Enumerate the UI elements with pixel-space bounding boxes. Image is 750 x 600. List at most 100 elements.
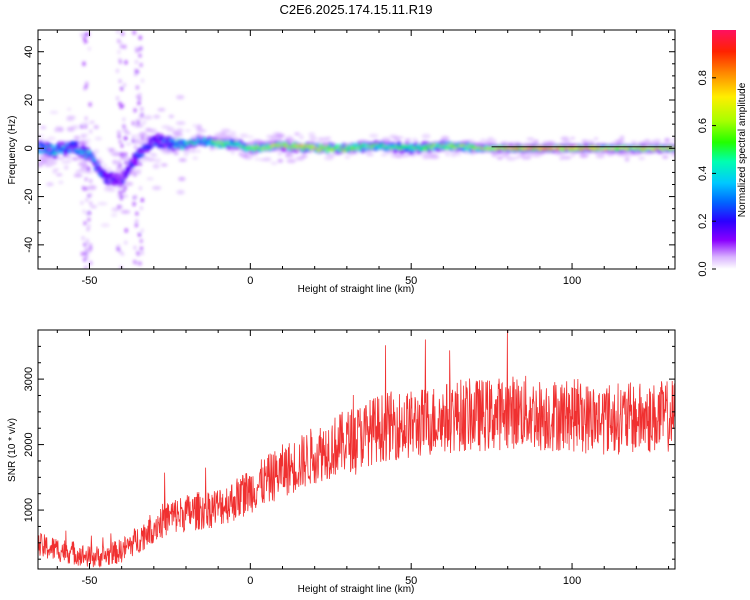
spectrogram-noise-streak [137, 170, 141, 175]
spectrogram-noise-streak [84, 177, 88, 182]
spectrogram-noise-streak [119, 205, 123, 210]
spectrogram-y-label: Frequency (Hz) [7, 116, 18, 185]
spectrogram-noise-streak [81, 236, 85, 241]
spectrogram-halo-blob [176, 190, 185, 195]
spectrogram-panel: -50 0 50 100 -40 -20 0 20 40 Height of straight… [7, 29, 676, 295]
spectrogram-noise-streak [118, 139, 122, 144]
spectrogram-x-tick-label: 50 [405, 275, 417, 287]
spectrogram-halo-blob [501, 154, 510, 158]
spectrogram-halo-blob [411, 137, 418, 142]
spectrogram-halo-blob [75, 170, 81, 173]
snr-frame [37, 329, 676, 570]
spectrogram-noise-streak [134, 59, 138, 64]
spectrogram-noise-streak [84, 133, 88, 138]
spectrogram-noise-streak [138, 186, 142, 191]
spectrogram-halo-blob [55, 173, 63, 176]
spectrogram-ridge-blob [95, 163, 101, 166]
spectrogram-y-tick-label: 40 [23, 46, 35, 58]
spectrogram-halo-blob [270, 161, 278, 165]
spectrogram-noise-streak [124, 160, 128, 165]
spectrogram-noise-streak [84, 124, 88, 129]
spectrogram-halo-blob [561, 155, 572, 160]
spectrogram-noise-streak [123, 44, 127, 49]
spectrogram-noise-streak [124, 240, 128, 245]
spectrogram-halo-blob [220, 128, 231, 134]
spectrogram-noise-streak [117, 244, 121, 249]
spectrogram-halo-blob [327, 153, 336, 158]
figure-title: C2E6.2025.174.15.11.R19 [280, 2, 433, 17]
spectrogram-noise-streak [135, 85, 139, 90]
spectrogram-noise-streak [122, 128, 126, 133]
spectrogram-noise-streak [139, 206, 143, 211]
spectrogram-y-ticks: -40 -20 0 20 40 [23, 39, 675, 270]
spectrogram-halo-blob [562, 140, 572, 144]
spectrogram-halo-blob [125, 142, 132, 146]
spectrogram-halo-blob [445, 153, 451, 157]
spectrogram-halo-blob [389, 134, 397, 139]
spectrogram-halo-blob [71, 157, 79, 161]
spectrogram-halo-blob [66, 159, 73, 163]
spectrogram-halo-blob [624, 157, 630, 162]
spectrogram-noise-streak [134, 223, 138, 228]
spectrogram-noise-streak [124, 152, 128, 157]
spectrogram-noise-streak [86, 255, 90, 260]
spectrogram-noise-streak [122, 124, 126, 129]
spectrogram-noise-streak [79, 124, 83, 129]
spectrogram-halo-blob [515, 155, 520, 159]
spectrogram-halo-blob [506, 156, 517, 161]
spectrogram-noise-streak [118, 101, 122, 106]
spectrogram-halo-blob [82, 139, 92, 142]
spectrogram-noise-streak [140, 228, 144, 233]
spectrogram-noise-streak [118, 79, 122, 84]
spectrogram-halo-blob [525, 152, 534, 157]
spectrogram-halo-blob [554, 152, 561, 156]
spectrogram-noise-streak [134, 194, 138, 199]
spectrogram-halo-blob [479, 138, 486, 143]
spectrogram-noise-streak [117, 205, 121, 210]
spectrogram-halo-blob [404, 138, 411, 141]
spectrogram-noise-streak [89, 193, 93, 198]
spectrogram-halo-blob [141, 120, 147, 125]
spectrogram-noise-streak [135, 219, 139, 224]
spectrogram-ridge-blob [74, 140, 79, 147]
spectrogram-noise-streak [138, 232, 142, 237]
spectrogram-halo-blob [105, 167, 113, 172]
spectrogram-halo-blob [286, 158, 297, 164]
spectrogram-halo-blob [47, 158, 54, 162]
spectrogram-halo-blob [107, 188, 116, 192]
spectrogram-halo-blob [178, 176, 186, 182]
spectrogram-noise-streak [82, 61, 86, 66]
spectrogram-noise-streak [139, 246, 143, 251]
spectrogram-noise-streak [80, 141, 84, 146]
colorbar-label: Normalized spectral amplitude [737, 82, 748, 217]
spectrogram-halo-blob [148, 158, 154, 162]
spectrogram-halo-blob [619, 135, 625, 140]
spectrogram-noise-streak [122, 189, 126, 194]
spectrogram-halo-blob [662, 155, 669, 159]
spectrogram-halo-blob [269, 136, 278, 140]
spectrogram-noise-streak [134, 139, 138, 144]
spectrogram-halo-blob [38, 155, 44, 159]
spectrogram-halo-blob [97, 202, 108, 205]
spectrogram-halo-blob [298, 133, 304, 139]
spectrogram-noise-streak [136, 120, 140, 125]
spectrogram-noise-streak [82, 186, 86, 191]
spectrogram-noise-streak [121, 103, 125, 108]
spectrogram-halo-blob [670, 152, 675, 157]
spectrogram-noise-streak [85, 198, 89, 203]
spectrogram-noise-streak [87, 223, 91, 228]
spectrogram-halo-blob [230, 149, 235, 155]
spectrogram-halo-blob [224, 134, 233, 137]
spectrogram-halo-blob [518, 154, 526, 157]
spectrogram-halo-blob [246, 135, 254, 139]
spectrogram-halo-blob [176, 95, 185, 100]
spectrogram-halo-blob [596, 155, 605, 159]
spectrogram-x-label: Height of straight line (km) [298, 284, 415, 295]
spectrogram-noise-streak [117, 39, 121, 44]
spectrogram-halo-blob [585, 140, 595, 143]
spectrogram-noise-streak [135, 261, 139, 266]
spectrogram-halo-blob [454, 151, 462, 157]
spectrogram-halo-blob [168, 114, 174, 118]
spectrogram-noise-streak [140, 78, 144, 83]
spectrogram-halo-blob [230, 131, 237, 136]
